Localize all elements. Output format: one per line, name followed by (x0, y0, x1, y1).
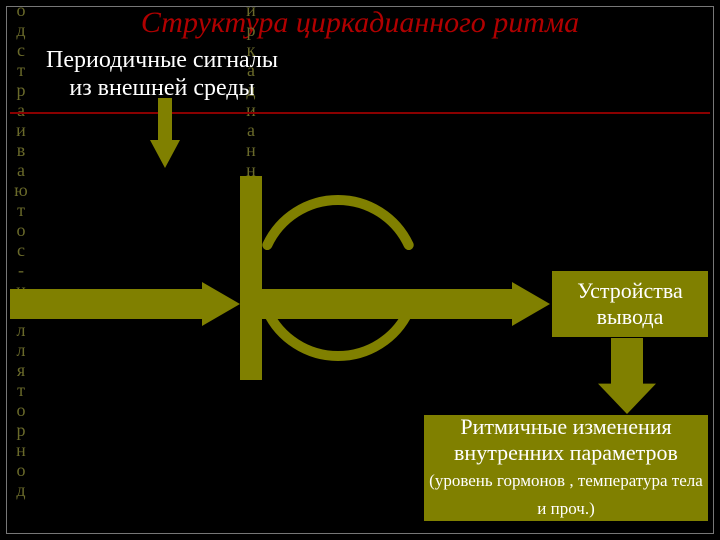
arrow-output-down (598, 338, 656, 414)
arrow-output-right (262, 282, 550, 326)
vertical-text-left: одстраиваютос-цилляторнод (14, 0, 28, 500)
title-text: Структура циркадианного ритма (141, 6, 579, 39)
output-box-line1: Устройства (577, 278, 683, 303)
result-box: Ритмичные изменения внутренних параметро… (424, 415, 708, 521)
output-box-line2: вывода (597, 304, 664, 329)
slide-title: Структура циркадианного ритма (0, 6, 720, 40)
arrow-input-right (10, 282, 240, 326)
input-label-line1: Периодичные сигналы (46, 47, 278, 73)
arrow-input-down (150, 98, 180, 168)
divider-red (10, 112, 710, 114)
input-signals-label: Периодичные сигналы из внешней среды (34, 46, 290, 102)
result-line1: Ритмичные изменения (460, 414, 671, 439)
result-line3: (уровень гормонов , температура тела и п… (429, 471, 703, 518)
result-line2: внутренних параметров (454, 440, 678, 465)
output-devices-box: Устройства вывода (552, 271, 708, 337)
feedback-arc-bottom (250, 190, 426, 366)
